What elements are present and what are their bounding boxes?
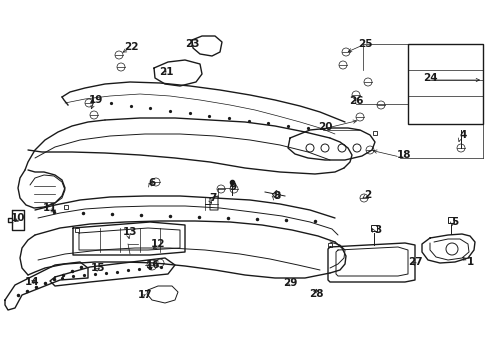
Text: 16: 16 bbox=[146, 260, 160, 270]
Text: 26: 26 bbox=[349, 96, 363, 106]
Text: 20: 20 bbox=[318, 122, 332, 132]
Text: 7: 7 bbox=[209, 193, 217, 203]
Text: 17: 17 bbox=[138, 290, 152, 300]
Text: 1: 1 bbox=[466, 257, 474, 267]
Text: 23: 23 bbox=[185, 39, 199, 49]
Text: 10: 10 bbox=[11, 213, 25, 223]
Text: 14: 14 bbox=[24, 277, 39, 287]
Text: 25: 25 bbox=[358, 39, 372, 49]
Text: 9: 9 bbox=[229, 182, 237, 192]
Text: 12: 12 bbox=[151, 239, 165, 249]
Text: 28: 28 bbox=[309, 289, 323, 299]
Text: 27: 27 bbox=[408, 257, 422, 267]
Text: 19: 19 bbox=[89, 95, 103, 105]
Text: 18: 18 bbox=[397, 150, 411, 160]
Text: 4: 4 bbox=[459, 130, 466, 140]
Text: 2: 2 bbox=[365, 190, 371, 200]
Text: 5: 5 bbox=[451, 217, 459, 227]
Text: 11: 11 bbox=[43, 203, 57, 213]
Text: 6: 6 bbox=[148, 178, 156, 188]
Text: 21: 21 bbox=[159, 67, 173, 77]
Text: 22: 22 bbox=[124, 42, 138, 52]
Text: 3: 3 bbox=[374, 225, 382, 235]
Text: 29: 29 bbox=[283, 278, 297, 288]
Text: 24: 24 bbox=[423, 73, 437, 83]
Text: 13: 13 bbox=[123, 227, 137, 237]
Text: 15: 15 bbox=[91, 263, 105, 273]
Text: 8: 8 bbox=[273, 191, 281, 201]
